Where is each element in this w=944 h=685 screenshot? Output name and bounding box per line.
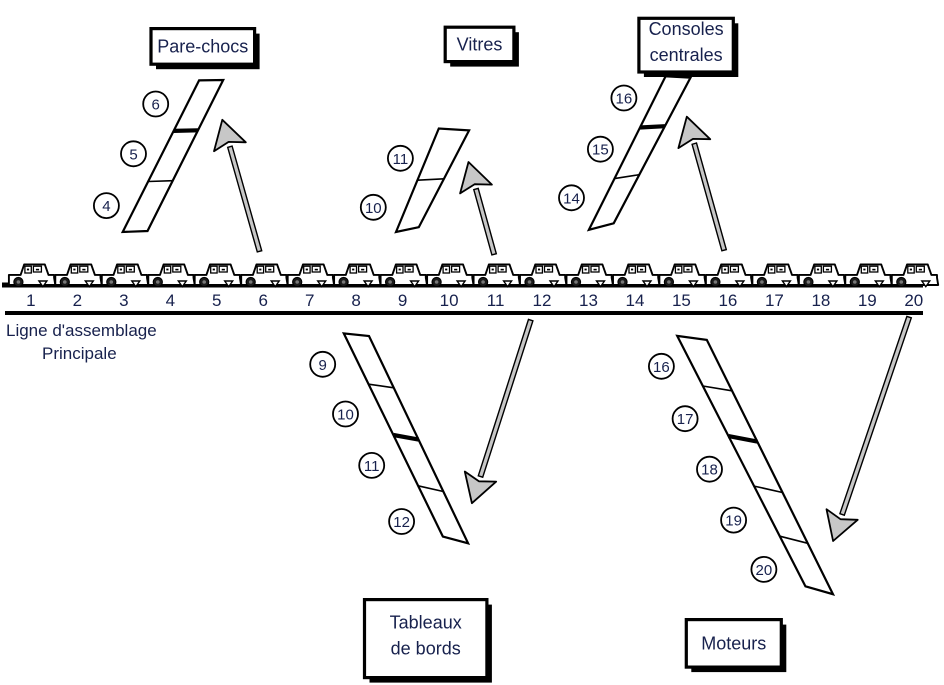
svg-text:16: 16 <box>653 359 670 376</box>
svg-text:9: 9 <box>398 291 407 310</box>
svg-text:4: 4 <box>102 198 110 215</box>
svg-text:10: 10 <box>365 200 382 217</box>
svg-text:centrales: centrales <box>650 45 723 65</box>
svg-text:18: 18 <box>811 291 830 310</box>
svg-text:19: 19 <box>858 291 877 310</box>
svg-text:12: 12 <box>393 514 410 531</box>
svg-text:Principale: Principale <box>42 344 117 363</box>
svg-text:15: 15 <box>592 142 609 159</box>
svg-text:Ligne d'assemblage: Ligne d'assemblage <box>6 321 157 340</box>
svg-text:5: 5 <box>212 291 221 310</box>
svg-text:19: 19 <box>725 513 742 530</box>
svg-text:20: 20 <box>756 562 773 579</box>
svg-text:Vitres: Vitres <box>457 34 503 54</box>
svg-text:9: 9 <box>319 357 327 374</box>
svg-text:16: 16 <box>616 91 633 108</box>
svg-text:20: 20 <box>904 291 923 310</box>
svg-text:3: 3 <box>119 291 128 310</box>
svg-text:16: 16 <box>718 291 737 310</box>
svg-text:13: 13 <box>579 291 598 310</box>
svg-text:18: 18 <box>701 462 718 479</box>
svg-text:6: 6 <box>152 97 160 114</box>
svg-text:14: 14 <box>626 291 645 310</box>
svg-text:Tableaux: Tableaux <box>390 613 462 633</box>
svg-text:1: 1 <box>26 291 35 310</box>
svg-text:11: 11 <box>487 291 505 310</box>
svg-text:14: 14 <box>563 190 580 207</box>
svg-text:11: 11 <box>364 458 380 475</box>
svg-text:6: 6 <box>258 291 267 310</box>
svg-text:4: 4 <box>166 291 175 310</box>
svg-text:Moteurs: Moteurs <box>701 633 766 653</box>
svg-text:Consoles: Consoles <box>649 19 724 39</box>
svg-text:5: 5 <box>129 146 137 163</box>
svg-text:de bords: de bords <box>391 639 461 659</box>
svg-text:7: 7 <box>305 291 314 310</box>
svg-text:2: 2 <box>73 291 82 310</box>
svg-text:Pare-chocs: Pare-chocs <box>157 36 248 56</box>
svg-text:10: 10 <box>440 291 459 310</box>
svg-text:10: 10 <box>337 407 354 424</box>
svg-text:11: 11 <box>393 151 409 168</box>
svg-text:17: 17 <box>677 411 694 428</box>
svg-text:8: 8 <box>351 291 360 310</box>
svg-text:12: 12 <box>533 291 552 310</box>
svg-text:17: 17 <box>765 291 784 310</box>
svg-text:15: 15 <box>672 291 691 310</box>
